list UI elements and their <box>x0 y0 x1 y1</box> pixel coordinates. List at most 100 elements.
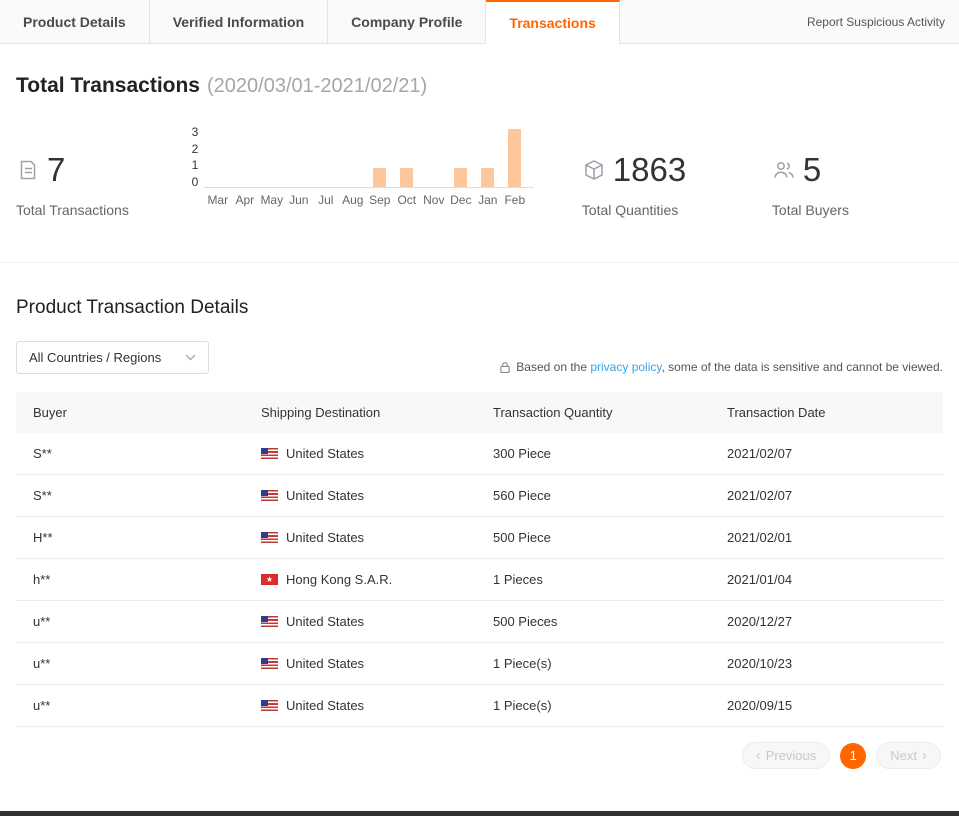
date-cell: 2020/12/27 <box>727 614 793 629</box>
column-header: Shipping Destination <box>261 405 381 420</box>
destination-label: United States <box>286 614 365 629</box>
tab-company-profile[interactable]: Company Profile <box>328 0 487 43</box>
table-body: S** United States 300 Piece 2021/02/07 S** Un… <box>16 433 943 727</box>
chart-bar <box>508 128 522 187</box>
chevron-down-icon <box>185 354 196 361</box>
quantity-cell: 560 Piece <box>493 488 551 503</box>
filter-row: All Countries / Regions Based on the pri… <box>16 341 943 374</box>
tab-list: Product Details Verified Information Compa… <box>0 0 620 44</box>
table-row: u** United States 500 Pieces 2020/12/27 <box>16 601 943 643</box>
us-flag-icon <box>261 700 278 711</box>
chart-bar-column <box>474 167 501 187</box>
chart-bar-column <box>393 167 420 187</box>
us-flag-icon <box>261 448 278 459</box>
x-tick-label: Jan <box>478 193 498 207</box>
previous-label: Previous <box>765 748 817 763</box>
table-row: S** United States 560 Piece 2021/02/07 <box>16 475 943 517</box>
quantity-cell: 300 Piece <box>493 446 551 461</box>
tab-transactions[interactable]: Transactions <box>486 0 620 44</box>
us-flag-icon <box>261 616 278 627</box>
privacy-note: Based on the privacy policy, some of the… <box>499 360 943 374</box>
transactions-table: Buyer Shipping Destination Transaction Qua… <box>16 392 943 727</box>
column-header: Transaction Date <box>727 405 826 420</box>
details-section: Product Transaction Details All Countrie… <box>0 297 959 769</box>
lock-icon <box>499 361 511 374</box>
buyer-cell: H** <box>33 530 53 545</box>
destination-label: United States <box>286 530 365 545</box>
quantity-cell: 1 Piece(s) <box>493 656 552 671</box>
stat-total-buyers: 5 Total Buyers <box>772 120 943 218</box>
x-tick-label: Aug <box>342 193 364 207</box>
destination-label: United States <box>286 698 365 713</box>
page-title: Total Transactions <box>16 74 200 97</box>
chart-bar <box>400 167 414 187</box>
x-tick-label: Nov <box>423 193 445 207</box>
country-filter-dropdown[interactable]: All Countries / Regions <box>16 341 210 374</box>
x-tick-label: Jul <box>318 193 334 207</box>
x-tick-label: Jun <box>289 193 309 207</box>
destination-cell: Hong Kong S.A.R. <box>244 559 476 600</box>
stat-total-transactions: 7 Total Transactions <box>16 120 178 218</box>
date-cell: 2021/02/07 <box>727 488 793 503</box>
x-tick-label: Oct <box>397 193 417 207</box>
destination-label: Hong Kong S.A.R. <box>286 572 393 587</box>
privacy-policy-link[interactable]: privacy policy <box>590 360 662 374</box>
destination-label: United States <box>286 446 365 461</box>
date-cell: 2021/01/04 <box>727 572 793 587</box>
destination-cell: United States <box>244 643 476 684</box>
chart-bar <box>373 167 387 187</box>
chevron-right-icon: › <box>922 747 927 764</box>
table-row: u** United States 1 Piece(s) 2020/10/23 <box>16 643 943 685</box>
tab-product-details[interactable]: Product Details <box>0 0 150 43</box>
table-header-row: Buyer Shipping Destination Transaction Qua… <box>16 392 943 433</box>
quantity-cell: 1 Pieces <box>493 572 543 587</box>
previous-page-button[interactable]: ‹ Previous <box>741 742 831 769</box>
next-page-button[interactable]: Next › <box>876 742 941 769</box>
chart-plot-area: Mar Apr May Jun Jul Aug Sep Oct Nov Dec Jan Feb <box>204 126 534 207</box>
x-tick-label: May <box>260 193 284 207</box>
table-row: H** United States 500 Piece 2021/02/01 <box>16 517 943 559</box>
tab-verified-information[interactable]: Verified Information <box>149 0 329 43</box>
total-quantities-label: Total Quantities <box>581 202 679 218</box>
column-header: Transaction Quantity <box>493 405 613 420</box>
total-quantities-value: 1863 <box>612 151 687 188</box>
page-number-1[interactable]: 1 <box>840 742 867 769</box>
date-cell: 2021/02/01 <box>727 530 793 545</box>
details-title: Product Transaction Details <box>16 297 249 318</box>
destination-cell: United States <box>244 601 476 642</box>
chart-bar <box>481 167 495 187</box>
us-flag-icon <box>261 658 278 669</box>
country-filter-label: All Countries / Regions <box>29 350 162 365</box>
x-tick-label: Dec <box>450 193 472 207</box>
buyer-cell: u** <box>33 698 51 713</box>
chart-x-axis: Mar Apr May Jun Jul Aug Sep Oct Nov Dec Jan Feb <box>204 193 534 207</box>
buyer-cell: u** <box>33 614 51 629</box>
destination-cell: United States <box>244 685 476 726</box>
buyers-icon <box>772 158 796 182</box>
table-row: S** United States 300 Piece 2021/02/07 <box>16 433 943 475</box>
quantity-cell: 500 Pieces <box>493 614 558 629</box>
total-buyers-label: Total Buyers <box>771 202 849 218</box>
tab-bar: Product Details Verified Information Compa… <box>0 0 959 44</box>
pagination: ‹ Previous 1 Next › <box>16 727 943 769</box>
us-flag-icon <box>261 532 278 543</box>
chart-bar <box>454 167 468 187</box>
date-cell: 2020/09/15 <box>727 698 793 713</box>
destination-cell: United States <box>244 433 476 474</box>
section-divider <box>0 262 959 263</box>
x-tick-label: Sep <box>369 193 391 207</box>
y-tick-label: 1 <box>191 158 199 173</box>
y-tick-label: 0 <box>191 174 199 189</box>
document-icon <box>16 158 40 182</box>
package-icon <box>582 158 606 182</box>
chevron-left-icon: ‹ <box>755 747 761 764</box>
quantity-cell: 1 Piece(s) <box>493 698 552 713</box>
buyer-cell: u** <box>33 656 51 671</box>
x-tick-label: Apr <box>235 193 255 207</box>
date-cell: 2020/10/23 <box>727 656 793 671</box>
summary-title-row: Total Transactions (2020/03/01-2021/02/2… <box>16 74 943 98</box>
report-suspicious-activity-link[interactable]: Report Suspicious Activity <box>806 14 945 29</box>
